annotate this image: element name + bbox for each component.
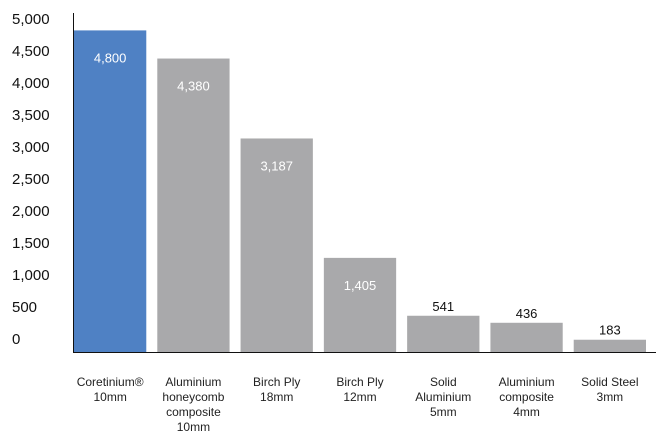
y-tick-label: 3,500	[12, 107, 50, 124]
category-label-line: Aluminium	[499, 375, 555, 389]
data-label: 541	[432, 299, 454, 314]
y-tick-label: 5,000	[12, 11, 50, 28]
category-label-line: 5mm	[430, 405, 457, 419]
category-label: Aluminium composite 4mm	[499, 375, 555, 419]
y-axis-tick-labels: 5,000 4,500 4,000 3,500 3,000 2,500 2,000 1,500…	[12, 11, 50, 348]
bar	[573, 339, 646, 352]
y-tick-label: 2,500	[12, 171, 50, 188]
bar	[240, 138, 313, 352]
category-label: Aluminium honeycomb composite 10mm	[162, 375, 224, 434]
category-label: Coretinium® 10mm	[77, 375, 144, 404]
y-tick-label: 0	[12, 331, 20, 348]
category-label-line: Birch Ply	[336, 375, 383, 389]
data-label: 4,800	[94, 50, 127, 65]
category-label-line: 10mm	[93, 390, 126, 404]
bar	[74, 30, 147, 353]
y-tick-label: 3,000	[12, 139, 50, 156]
bar	[490, 322, 563, 352]
data-label: 436	[516, 306, 538, 321]
bar	[323, 257, 397, 352]
category-label-line: composite	[499, 390, 554, 404]
category-label-line: Aluminium	[415, 390, 471, 404]
data-label: 4,380	[177, 79, 210, 94]
category-label-line: Birch Ply	[253, 375, 300, 389]
data-label: 183	[599, 323, 621, 338]
data-label: 3,187	[260, 158, 293, 173]
category-label-line: 12mm	[343, 390, 376, 404]
y-tick-label: 2,000	[12, 203, 50, 220]
category-label-line: 10mm	[177, 420, 210, 434]
data-label: 1,405	[344, 278, 377, 293]
category-label: Solid Aluminium 5mm	[415, 375, 471, 419]
data-labels: 4,800 4,380 3,187 1,405 541 436 183	[94, 50, 621, 337]
y-tick-label: 1,500	[12, 235, 50, 252]
bar	[407, 315, 480, 352]
category-label-line: Coretinium®	[77, 375, 144, 389]
y-tick-label: 4,000	[12, 75, 50, 92]
y-tick-label: 500	[12, 299, 37, 316]
category-label-line: Aluminium	[165, 375, 221, 389]
category-label-line: 4mm	[513, 405, 540, 419]
category-label: Birch Ply 12mm	[336, 375, 383, 404]
category-label-line: 3mm	[597, 390, 624, 404]
bars	[74, 30, 646, 353]
y-tick-label: 1,000	[12, 267, 50, 284]
category-label-line: Solid	[430, 375, 457, 389]
category-label-line: Solid Steel	[581, 375, 638, 389]
category-label: Solid Steel 3mm	[581, 375, 638, 404]
category-label-line: composite	[166, 405, 221, 419]
category-label-line: 18mm	[260, 390, 293, 404]
category-label: Birch Ply 18mm	[253, 375, 300, 404]
y-tick-label: 4,500	[12, 43, 50, 60]
category-label-line: honeycomb	[162, 390, 224, 404]
bar	[157, 58, 230, 352]
